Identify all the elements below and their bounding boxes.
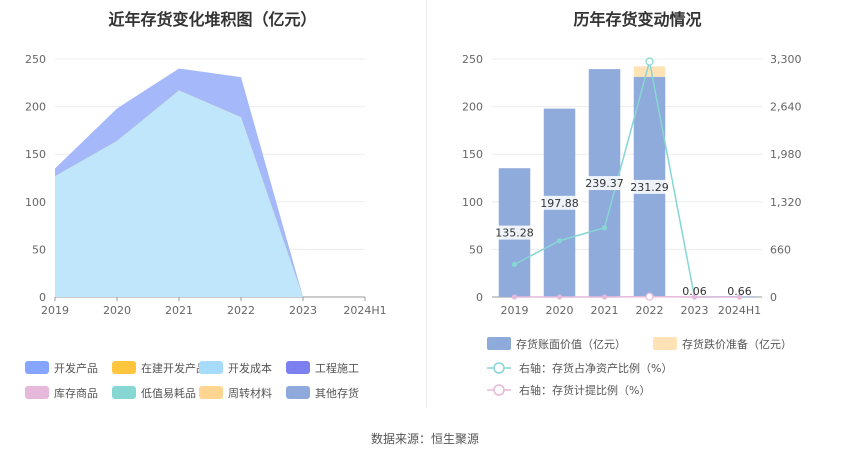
legend-swatch	[286, 361, 310, 374]
legend-swatch	[199, 361, 223, 374]
line-point	[736, 294, 743, 300]
y2-tick-label: 1,980	[770, 148, 802, 161]
x-tick-label: 2023	[289, 304, 317, 317]
line-point	[601, 225, 608, 231]
x-tick-label: 2019	[41, 304, 69, 317]
legend-label: 库存商品	[54, 386, 98, 400]
line-point	[645, 292, 654, 301]
legend-swatch	[112, 361, 136, 374]
legend-swatch	[199, 386, 223, 399]
legend-label: 右轴：存货占净资产比例（%）	[519, 361, 672, 375]
line-series	[514, 61, 740, 298]
legend-swatch	[25, 386, 49, 399]
x-tick-label: 2024H1	[718, 304, 761, 317]
y2-tick-label: 660	[770, 243, 791, 256]
right-chart-title: 历年存货变动情况	[573, 10, 702, 29]
legend-swatch	[487, 337, 511, 350]
data-label-bg	[582, 176, 627, 191]
bar	[588, 69, 621, 298]
legend-label: 低值易耗品	[141, 387, 196, 400]
y-tick-label: 250	[25, 53, 46, 66]
y-tick-label: 200	[462, 101, 483, 114]
line-point	[736, 294, 743, 300]
legend-label: 存货跌价准备（亿元）	[682, 337, 792, 351]
y2-tick-label: 2,640	[770, 101, 802, 114]
legend-swatch	[112, 386, 136, 399]
x-tick-label: 2019	[501, 304, 529, 317]
legend-label: 右轴：存货计提比例（%）	[519, 383, 650, 397]
data-label: 239.37	[585, 177, 624, 190]
legend-label: 周转材料	[228, 386, 272, 400]
bar-provision	[633, 66, 666, 77]
y-tick-label: 0	[39, 291, 46, 304]
data-label: 197.88	[540, 197, 579, 210]
bar	[633, 76, 666, 297]
line-point	[691, 294, 698, 300]
x-tick-label: 2022	[227, 304, 255, 317]
y-tick-label: 200	[25, 101, 46, 114]
line-point	[556, 238, 563, 244]
line-point	[556, 294, 563, 300]
y-tick-label: 100	[25, 196, 46, 209]
legend-label: 其他存货	[315, 386, 359, 400]
data-source: 数据来源：恒生聚源	[370, 432, 479, 446]
y2-tick-label: 1,320	[770, 196, 802, 209]
data-label-bg	[537, 195, 582, 210]
y-tick-label: 150	[25, 148, 46, 161]
left-chart-title: 近年存货变化堆积图（亿元）	[108, 10, 317, 29]
x-tick-label: 2022	[636, 304, 664, 317]
y-tick-label: 50	[32, 243, 46, 256]
x-tick-label: 2021	[591, 304, 619, 317]
data-label: 231.29	[630, 181, 669, 194]
data-label: 0.06	[682, 285, 707, 298]
x-tick-label: 2024H1	[343, 304, 386, 317]
panel-divider	[426, 0, 427, 408]
legend-label: 存货账面价值（亿元）	[516, 337, 626, 351]
legend-label: 开发成本	[228, 361, 272, 375]
legend-label: 工程施工	[315, 362, 359, 375]
y-tick-label: 0	[476, 291, 483, 304]
y-tick-label: 100	[462, 196, 483, 209]
line-point	[601, 294, 608, 300]
y-tick-label: 150	[462, 148, 483, 161]
legend-swatch	[25, 361, 49, 374]
line-point	[691, 294, 698, 300]
legend-marker	[493, 384, 505, 396]
bar	[543, 108, 576, 297]
data-label: 0.66	[727, 285, 752, 298]
bar	[723, 296, 756, 297]
legend-swatch	[286, 386, 310, 399]
x-tick-label: 2021	[165, 304, 193, 317]
stacked-area-chart: 0 50 100 150 200 250 2019 2020 2021 2022 2023 2024H…	[25, 53, 387, 400]
y-tick-label: 50	[469, 243, 483, 256]
area-开发成本	[55, 90, 365, 297]
legend-label: 在建开发产品	[141, 361, 207, 375]
x-tick-label: 2023	[681, 304, 709, 317]
data-label: 135.28	[495, 227, 534, 240]
line-point	[645, 57, 654, 66]
data-label-bg	[627, 179, 672, 194]
legend-swatch	[653, 337, 677, 350]
data-label-bg	[492, 225, 537, 240]
line-point	[511, 294, 518, 300]
y2-tick-label: 0	[770, 291, 777, 304]
x-tick-label: 2020	[546, 304, 574, 317]
legend-marker	[493, 362, 505, 374]
line-point	[511, 261, 518, 268]
legend-label: 开发产品	[54, 361, 98, 375]
x-tick-label: 2020	[103, 304, 131, 317]
y2-tick-label: 3,300	[770, 53, 802, 66]
bar	[498, 168, 531, 297]
y-tick-label: 250	[462, 53, 483, 66]
